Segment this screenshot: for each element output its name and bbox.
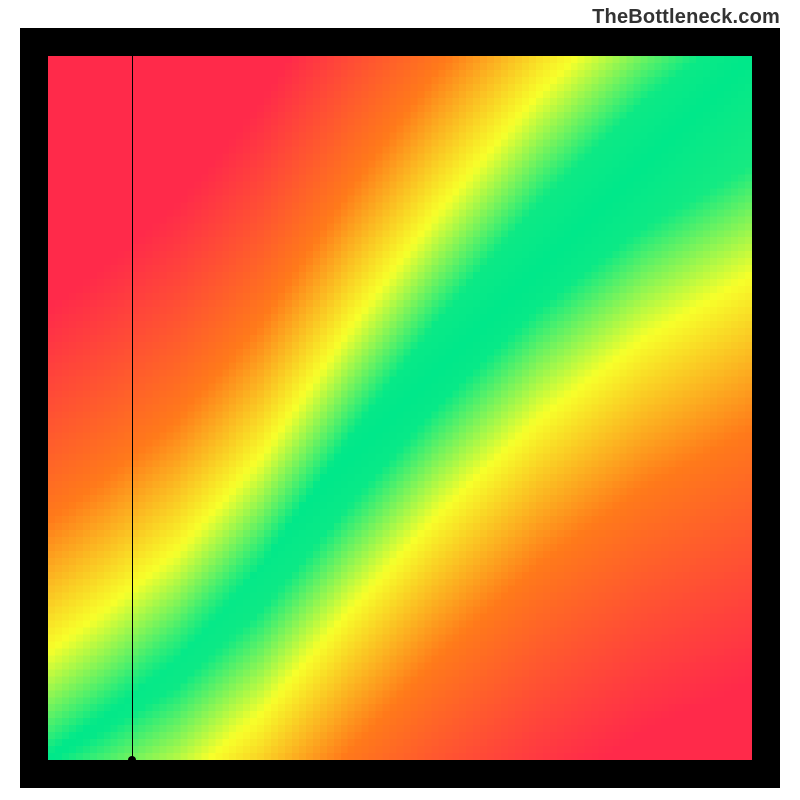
marker-dot [128,756,136,764]
marker-vertical-line [132,56,133,760]
watermark-text: TheBottleneck.com [592,6,780,29]
plot-area [20,28,780,788]
figure-container: TheBottleneck.com [0,0,800,800]
heatmap-canvas [48,56,752,760]
